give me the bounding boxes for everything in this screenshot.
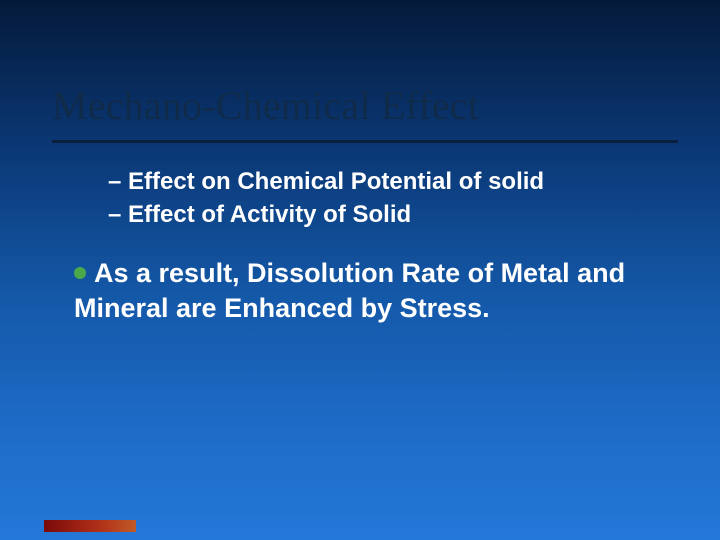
- decorative-strip: [44, 520, 136, 532]
- title-underline: [52, 140, 678, 143]
- bullet-block: As a result, Dissolution Rate of Metal a…: [74, 256, 654, 325]
- bullet-text: As a result, Dissolution Rate of Metal a…: [74, 258, 625, 323]
- slide: Mechano-Chemical Effect – Effect on Chem…: [0, 0, 720, 540]
- dash-item: – Effect of Activity of Solid: [108, 199, 544, 230]
- dash-list: – Effect on Chemical Potential of solid …: [108, 166, 544, 232]
- dash-item: – Effect on Chemical Potential of solid: [108, 166, 544, 197]
- bullet-dot-icon: [74, 267, 86, 279]
- slide-title: Mechano-Chemical Effect: [52, 82, 479, 129]
